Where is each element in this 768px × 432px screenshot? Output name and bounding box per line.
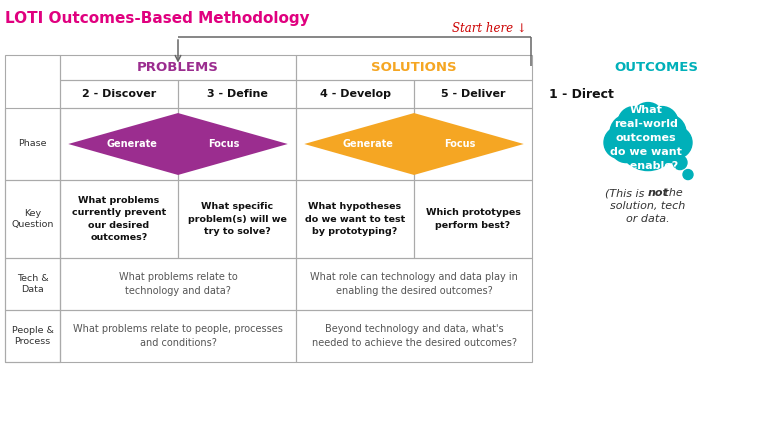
Text: PROBLEMS: PROBLEMS bbox=[137, 61, 219, 74]
Text: What hypotheses
do we want to test
by prototyping?: What hypotheses do we want to test by pr… bbox=[305, 202, 406, 235]
Text: solution, tech: solution, tech bbox=[611, 201, 686, 211]
Text: What problems
currently prevent
our desired
outcomes?: What problems currently prevent our desi… bbox=[72, 196, 166, 242]
Bar bbox=[60, 258, 296, 310]
Text: Focus: Focus bbox=[445, 139, 476, 149]
Circle shape bbox=[632, 102, 664, 134]
Circle shape bbox=[655, 133, 685, 162]
Bar bbox=[178, 180, 296, 258]
Bar bbox=[5, 55, 60, 362]
Text: People &
Process: People & Process bbox=[12, 326, 54, 346]
Circle shape bbox=[646, 107, 678, 139]
Text: Phase: Phase bbox=[18, 140, 47, 149]
Circle shape bbox=[673, 156, 687, 170]
Bar bbox=[5, 180, 60, 258]
Text: or data.: or data. bbox=[626, 214, 670, 224]
Circle shape bbox=[611, 133, 641, 162]
Text: SOLUTIONS: SOLUTIONS bbox=[371, 61, 457, 74]
Bar bbox=[414, 180, 532, 258]
Text: 4 - Develop: 4 - Develop bbox=[319, 89, 390, 99]
Bar bbox=[414, 80, 532, 108]
Circle shape bbox=[650, 114, 686, 151]
Bar bbox=[5, 108, 60, 180]
Text: the: the bbox=[661, 188, 683, 198]
Text: Tech &
Data: Tech & Data bbox=[17, 274, 48, 294]
Text: Beyond technology and data, what's
needed to achieve the desired outcomes?: Beyond technology and data, what's neede… bbox=[312, 324, 517, 348]
Polygon shape bbox=[304, 113, 524, 175]
Text: LOTI Outcomes-Based Methodology: LOTI Outcomes-Based Methodology bbox=[5, 10, 310, 25]
Text: What role can technology and data play in
enabling the desired outcomes?: What role can technology and data play i… bbox=[310, 273, 518, 295]
Text: What problems relate to
technology and data?: What problems relate to technology and d… bbox=[118, 273, 237, 295]
Bar bbox=[296, 80, 414, 108]
Bar bbox=[5, 310, 60, 362]
Polygon shape bbox=[68, 113, 288, 175]
Text: Generate: Generate bbox=[343, 139, 393, 149]
Text: Focus: Focus bbox=[208, 139, 240, 149]
Bar bbox=[60, 108, 178, 180]
Text: (This is: (This is bbox=[605, 188, 648, 198]
Bar bbox=[178, 108, 296, 180]
Bar bbox=[60, 310, 296, 362]
Bar bbox=[296, 310, 532, 362]
Bar bbox=[60, 80, 178, 108]
Bar bbox=[60, 180, 178, 258]
Bar bbox=[60, 55, 296, 80]
Text: 1 - Direct: 1 - Direct bbox=[549, 88, 614, 101]
Text: Generate: Generate bbox=[107, 139, 157, 149]
Text: What specific
problem(s) will we
try to solve?: What specific problem(s) will we try to … bbox=[187, 202, 286, 235]
Text: 2 - Discover: 2 - Discover bbox=[82, 89, 156, 99]
Bar bbox=[296, 180, 414, 258]
Circle shape bbox=[618, 107, 650, 139]
Circle shape bbox=[660, 127, 692, 159]
Text: Start here ↓: Start here ↓ bbox=[452, 22, 527, 35]
Bar bbox=[296, 108, 414, 180]
Bar bbox=[296, 258, 532, 310]
Bar bbox=[5, 258, 60, 310]
Text: 3 - Define: 3 - Define bbox=[207, 89, 267, 99]
Text: What
real-world
outcomes
do we want
to enable?: What real-world outcomes do we want to e… bbox=[610, 105, 682, 171]
Bar bbox=[296, 55, 532, 80]
Text: 5 - Deliver: 5 - Deliver bbox=[441, 89, 505, 99]
Text: Which prototypes
perform best?: Which prototypes perform best? bbox=[425, 208, 521, 229]
Circle shape bbox=[610, 114, 646, 151]
Circle shape bbox=[604, 127, 636, 159]
Bar bbox=[178, 80, 296, 108]
Text: What problems relate to people, processes
and conditions?: What problems relate to people, processe… bbox=[73, 324, 283, 348]
Circle shape bbox=[683, 170, 693, 180]
Text: Key
Question: Key Question bbox=[12, 209, 54, 229]
Text: not: not bbox=[648, 188, 669, 198]
Text: OUTCOMES: OUTCOMES bbox=[614, 61, 698, 74]
Circle shape bbox=[618, 111, 678, 171]
Bar bbox=[414, 108, 532, 180]
